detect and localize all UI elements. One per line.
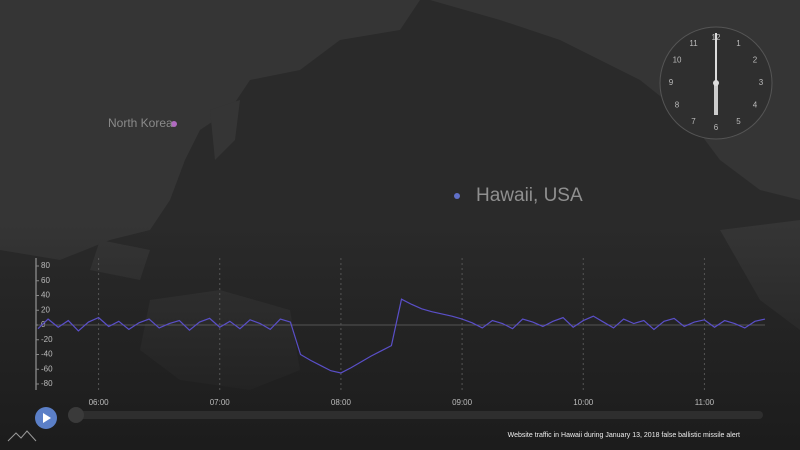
map-label: North Korea <box>108 116 173 130</box>
clock: 121234567891011 <box>659 26 773 140</box>
marker <box>171 121 177 127</box>
clock-number: 4 <box>753 101 758 110</box>
clock-number: 11 <box>689 39 698 48</box>
clock-number: 3 <box>759 78 764 87</box>
logo <box>7 430 37 442</box>
progress-track[interactable] <box>68 411 763 419</box>
clock-number: 2 <box>753 56 758 65</box>
y-tick-label: -60 <box>41 364 53 373</box>
clock-number: 5 <box>736 117 741 126</box>
caption: Website traffic in Hawaii during January… <box>508 432 740 439</box>
clock-pin <box>713 80 719 86</box>
x-tick-label: 10:00 <box>573 398 594 407</box>
marker <box>454 193 460 199</box>
y-tick-label: -80 <box>41 379 53 388</box>
x-tick-label: 06:00 <box>89 398 110 407</box>
play-icon <box>43 413 51 423</box>
x-tick-label: 09:00 <box>452 398 473 407</box>
y-tick-label: -40 <box>41 350 53 359</box>
y-tick-label: 80 <box>41 261 50 270</box>
map-label: Hawaii, USA <box>476 185 583 206</box>
clock-number: 9 <box>669 78 674 87</box>
clock-number: 10 <box>673 56 682 65</box>
y-tick-label: -20 <box>41 335 53 344</box>
y-tick-label: 40 <box>41 291 50 300</box>
clock-number: 8 <box>675 101 680 110</box>
line <box>37 298 766 374</box>
clock-number: 6 <box>714 123 719 132</box>
y-tick-label: 20 <box>41 305 50 314</box>
clock-number: 7 <box>691 117 696 126</box>
progress-knob[interactable] <box>68 407 84 423</box>
x-tick-label: 08:00 <box>331 398 352 407</box>
y-tick-label: 60 <box>41 276 50 285</box>
x-tick-label: 11:00 <box>695 398 715 407</box>
clock-number: 1 <box>736 39 741 48</box>
x-tick-label: 07:00 <box>210 398 231 407</box>
